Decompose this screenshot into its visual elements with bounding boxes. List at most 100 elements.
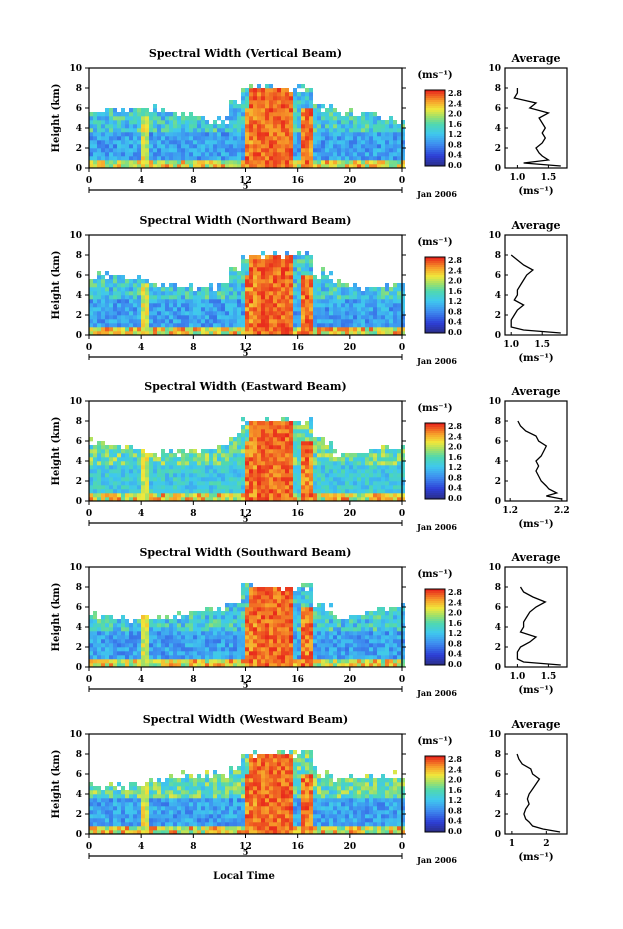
colorbar-tick-label: 2.0: [448, 276, 462, 286]
x-tick-label: 0: [86, 176, 92, 186]
colorbar-tick-label: 2.0: [448, 775, 462, 785]
average-title: Average: [510, 219, 560, 232]
heatmap-field: [89, 583, 405, 668]
y-tick-label: 2: [76, 144, 82, 154]
avg-x-tick-label: 1.5: [534, 340, 550, 350]
colorbar-tick-label: 2.4: [448, 265, 462, 275]
colorbar-tick-label: 2.8: [448, 754, 462, 764]
x-tick-label: 12: [239, 842, 252, 852]
date-label: Jan 2006: [416, 522, 457, 532]
avg-x-tick-label: 1.5: [541, 672, 557, 682]
colorbar-frame: [424, 89, 446, 167]
colorbar-unit: (ms⁻¹): [417, 736, 452, 747]
date-label: Jan 2006: [416, 688, 457, 698]
avg-x-tick-label: 1.0: [503, 340, 519, 350]
y-tick-label: 4: [76, 457, 82, 467]
avg-y-tick-label: 2: [495, 643, 501, 653]
day-marker-label: 5: [243, 680, 249, 690]
colorbar-tick-label: 1.6: [448, 785, 462, 795]
y-tick-label: 4: [76, 623, 82, 633]
panels: Spectral Width (Vertical Beam) Height (km…: [51, 47, 570, 865]
x-tick-label: 16: [291, 509, 304, 519]
panel-ylabel: Height (km): [51, 750, 62, 819]
y-tick-label: 10: [69, 64, 82, 74]
y-tick-label: 6: [76, 104, 82, 114]
y-tick-label: 10: [69, 397, 82, 407]
avg-x-tick-label: 2.2: [554, 506, 570, 516]
colorbar-unit: (ms⁻¹): [417, 237, 452, 248]
colorbar-tick-label: 0.4: [448, 317, 462, 327]
x-tick-label: 0: [399, 343, 405, 353]
y-tick-label: 6: [76, 770, 82, 780]
avg-y-tick-label: 10: [488, 397, 501, 407]
panel-0: Spectral Width (Vertical Beam) Height (km…: [51, 47, 568, 199]
avg-x-tick-label: 2: [543, 839, 549, 849]
colorbar-tick-label: 1.2: [448, 129, 462, 139]
colorbar-tick-label: 2.4: [448, 98, 462, 108]
avg-y-tick-label: 8: [495, 583, 501, 593]
avg-y-tick-label: 6: [495, 271, 501, 281]
y-tick-label: 10: [69, 231, 82, 241]
colorbar-tick-label: 0.4: [448, 816, 462, 826]
x-tick-label: 8: [190, 176, 196, 186]
average-xlabel: (ms⁻¹): [518, 852, 553, 863]
x-tick-label: 0: [399, 675, 405, 685]
colorbar-tick-label: 2.4: [448, 597, 462, 607]
y-tick-label: 8: [76, 750, 82, 760]
y-tick-label: 0: [76, 164, 82, 174]
y-tick-label: 6: [76, 437, 82, 447]
avg-y-tick-label: 2: [495, 810, 501, 820]
x-tick-label: 16: [291, 176, 304, 186]
avg-y-tick-label: 6: [495, 770, 501, 780]
x-tick-label: 20: [344, 176, 357, 186]
panel-ylabel: Height (km): [51, 84, 62, 153]
x-tick-label: 20: [344, 675, 357, 685]
average-xlabel: (ms⁻¹): [518, 353, 553, 364]
heatmap-field: [89, 750, 405, 835]
y-tick-label: 2: [76, 810, 82, 820]
x-tick-label: 0: [86, 675, 92, 685]
x-tick-label: 4: [138, 842, 144, 852]
avg-y-tick-label: 0: [495, 830, 501, 840]
colorbar-tick-label: 2.4: [448, 431, 462, 441]
y-tick-label: 8: [76, 417, 82, 427]
x-tick-label: 0: [86, 343, 92, 353]
panel-title: Spectral Width (Westward Beam): [143, 713, 348, 726]
colorbar-tick-label: 0.8: [448, 638, 462, 648]
y-tick-label: 2: [76, 643, 82, 653]
y-tick-label: 4: [76, 790, 82, 800]
avg-y-tick-label: 2: [495, 144, 501, 154]
colorbar-tick-label: 0.8: [448, 139, 462, 149]
average-profile-line: [510, 254, 561, 334]
panel-title: Spectral Width (Northward Beam): [140, 214, 352, 227]
avg-x-tick-label: 1.2: [502, 506, 518, 516]
avg-y-tick-label: 6: [495, 437, 501, 447]
colorbar-tick-label: 0.8: [448, 472, 462, 482]
avg-y-tick-label: 4: [495, 623, 501, 633]
avg-x-tick-label: 1.0: [510, 173, 526, 183]
avg-y-tick-label: 10: [488, 231, 501, 241]
avg-y-tick-label: 10: [488, 730, 501, 740]
avg-y-tick-label: 0: [495, 331, 501, 341]
avg-y-tick-label: 0: [495, 164, 501, 174]
x-tick-label: 4: [138, 343, 144, 353]
average-title: Average: [510, 718, 560, 731]
x-tick-label: 4: [138, 176, 144, 186]
colorbar-unit: (ms⁻¹): [417, 569, 452, 580]
avg-y-tick-label: 0: [495, 497, 501, 507]
x-tick-label: 12: [239, 675, 252, 685]
colorbar-unit: (ms⁻¹): [417, 70, 452, 81]
colorbar-frame: [424, 755, 446, 833]
colorbar-tick-label: 0.8: [448, 805, 462, 815]
avg-x-tick-label: 1: [509, 839, 515, 849]
date-label: Jan 2006: [416, 855, 457, 865]
colorbar-tick-label: 1.6: [448, 452, 462, 462]
x-tick-label: 4: [138, 675, 144, 685]
average-frame: [504, 733, 568, 835]
x-tick-label: 16: [291, 675, 304, 685]
y-tick-label: 8: [76, 84, 82, 94]
colorbar-tick-label: 0.0: [448, 493, 462, 503]
day-marker-label: 5: [243, 181, 249, 191]
average-title: Average: [510, 52, 560, 65]
average-profile-line: [516, 753, 561, 833]
